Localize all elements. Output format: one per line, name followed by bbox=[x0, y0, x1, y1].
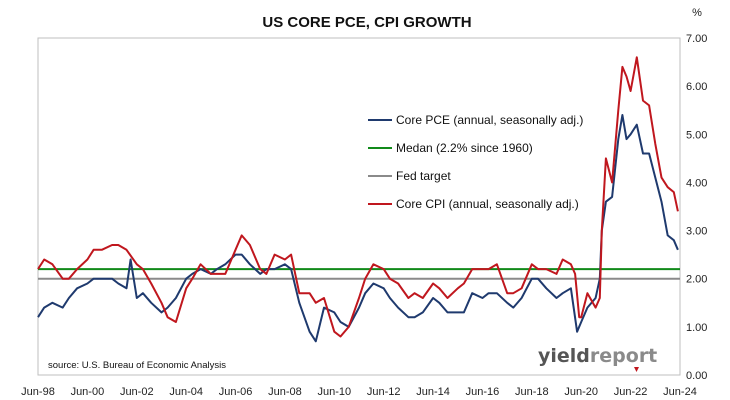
y-tick-label: 0.00 bbox=[686, 370, 707, 382]
y-tick-label: 5.00 bbox=[686, 129, 707, 141]
y-tick-label: 1.00 bbox=[686, 322, 707, 334]
x-tick-label: Jun-98 bbox=[21, 386, 55, 398]
x-tick-label: Jun-12 bbox=[367, 386, 401, 398]
series-lines bbox=[37, 56, 679, 343]
logo-arrow-icon bbox=[634, 367, 639, 372]
x-tick-label: Jun-06 bbox=[219, 386, 253, 398]
y-axis: 0.00 1.00 2.00 3.00 4.00 5.00 6.00 7.00 bbox=[686, 33, 707, 382]
legend-label: Core PCE (annual, seasonally adj.) bbox=[396, 113, 583, 127]
x-tick-label: Jun-18 bbox=[515, 386, 549, 398]
y-tick-label: 3.00 bbox=[686, 226, 707, 238]
y-unit-label: % bbox=[692, 7, 702, 19]
x-tick-label: Jun-22 bbox=[614, 386, 648, 398]
legend-label: Fed target bbox=[396, 169, 451, 183]
x-tick-label: Jun-14 bbox=[416, 386, 450, 398]
legend-label: Medan (2.2% since 1960) bbox=[396, 141, 533, 155]
x-tick-label: Jun-16 bbox=[466, 386, 500, 398]
y-tick-label: 7.00 bbox=[686, 33, 707, 45]
legend-label: Core CPI (annual, seasonally adj.) bbox=[396, 197, 579, 211]
x-tick-label: Jun-08 bbox=[268, 386, 302, 398]
x-tick-label: Jun-24 bbox=[663, 386, 697, 398]
series-line bbox=[37, 56, 679, 338]
source-note: source: U.S. Bureau of Economic Analysis bbox=[48, 360, 226, 371]
chart-title: US CORE PCE, CPI GROWTH bbox=[262, 14, 471, 31]
plot-area bbox=[37, 37, 681, 376]
yieldreport-logo: yieldreport bbox=[538, 345, 657, 372]
x-tick-label: Jun-00 bbox=[71, 386, 105, 398]
y-tick-label: 2.00 bbox=[686, 274, 707, 286]
x-axis: Jun-98 Jun-00 Jun-02 Jun-04 Jun-06 Jun-08 Jun-… bbox=[21, 386, 697, 398]
x-tick-label: Jun-20 bbox=[564, 386, 598, 398]
legend: Core PCE (annual, seasonally adj.) Medan … bbox=[368, 113, 583, 211]
x-tick-label: Jun-10 bbox=[317, 386, 351, 398]
y-tick-label: 6.00 bbox=[686, 81, 707, 93]
x-tick-label: Jun-02 bbox=[120, 386, 154, 398]
x-tick-label: Jun-04 bbox=[169, 386, 203, 398]
svg-text:yieldreport: yieldreport bbox=[538, 345, 657, 367]
y-tick-label: 4.00 bbox=[686, 177, 707, 189]
